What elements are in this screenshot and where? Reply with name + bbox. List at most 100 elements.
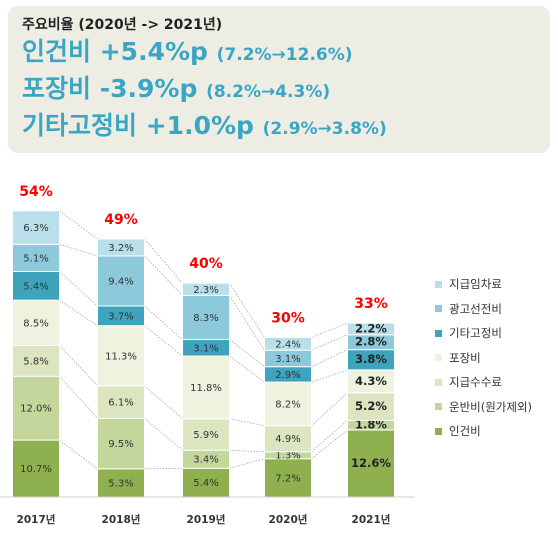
segment-label: 9.5% — [108, 439, 133, 450]
bar-segment — [264, 336, 312, 351]
segment-label: 3.7% — [108, 311, 133, 322]
legend-swatch — [435, 305, 442, 313]
summary-detail: (8.2%→4.3%) — [206, 82, 331, 102]
legend-swatch — [435, 403, 442, 411]
legend-item: 기타고정비 — [435, 321, 532, 346]
segment-label: 6.3% — [23, 223, 48, 234]
segment-label: 3.2% — [108, 243, 133, 254]
summary-label: 포장비 — [22, 74, 92, 103]
bar-segment — [182, 294, 230, 341]
legend-item: 지급수수료 — [435, 370, 532, 395]
legend-item: 지급임차료 — [435, 272, 532, 297]
connector-line — [229, 282, 265, 338]
connector-line — [59, 271, 98, 307]
bar-segment — [12, 243, 60, 272]
bar-segment — [264, 425, 312, 453]
connector-line — [144, 238, 183, 284]
legend-swatch — [435, 354, 442, 362]
total-label: 40% — [189, 256, 223, 272]
bar-segment — [182, 282, 230, 296]
summary-heading: 주요비율 (2020년 -> 2021년) — [22, 17, 223, 33]
bar-segment — [12, 344, 60, 377]
segment-label: 5.8% — [23, 356, 48, 367]
segment-label: 3.1% — [275, 354, 300, 365]
connector-line — [59, 210, 98, 240]
summary-line-packaging: 포장비 -3.9%p (8.2%→4.3%) — [22, 72, 550, 109]
summary-detail: (2.9%→3.8%) — [262, 119, 387, 139]
x-tick-label: 2019년 — [187, 513, 226, 526]
segment-label: 1.3% — [275, 451, 300, 462]
connector-line — [59, 299, 98, 326]
bar-segment — [97, 417, 145, 470]
segment-label: 8.5% — [23, 318, 48, 329]
legend-swatch — [435, 329, 442, 337]
summary-line-labor: 인건비 +5.4%p (7.2%→12.6%) — [22, 35, 550, 72]
connector-line — [229, 339, 265, 367]
summary-change: -3.9%p — [99, 74, 198, 103]
legend-label: 기타고정비 — [449, 326, 502, 341]
bar-segment — [182, 355, 230, 420]
bar-segment — [12, 210, 60, 245]
total-label: 33% — [354, 296, 388, 312]
connector-line — [229, 355, 265, 383]
summary-label: 기타고정비 — [22, 111, 138, 140]
connector-line — [229, 418, 265, 427]
x-tick-label: 2020년 — [269, 513, 308, 526]
legend-item: 포장비 — [435, 346, 532, 371]
bar-segment — [264, 381, 312, 427]
legend-label: 지급임차료 — [449, 277, 502, 292]
bar-segment — [12, 375, 60, 441]
segment-label: 6.1% — [108, 398, 133, 409]
segment-label: 8.3% — [193, 313, 218, 324]
connector-line — [229, 458, 265, 469]
segment-label: 11.8% — [190, 383, 222, 394]
segment-label: 2.9% — [275, 370, 300, 381]
connector-line — [144, 325, 183, 357]
segment-label: 11.3% — [105, 351, 137, 362]
legend-label: 지급수수료 — [449, 375, 502, 390]
bar-segment — [347, 429, 395, 498]
legend-item: 운반비(원가제외) — [435, 395, 532, 420]
legend-item: 인건비 — [435, 419, 532, 444]
x-tick-label: 2021년 — [352, 513, 391, 526]
legend-label: 인건비 — [449, 424, 481, 439]
bar-segment — [97, 238, 145, 257]
bar-segment — [97, 385, 145, 419]
segment-label: 2.4% — [275, 339, 300, 350]
connector-line — [59, 243, 98, 257]
summary-change: +5.4%p — [99, 37, 208, 66]
connector-line — [144, 417, 183, 451]
connector-line — [59, 439, 98, 470]
bar-segment — [182, 418, 230, 451]
connector-line — [311, 322, 348, 338]
legend-label: 광고선전비 — [449, 301, 502, 316]
connector-line — [229, 449, 265, 453]
segment-label: 9.4% — [108, 277, 133, 288]
connector-line — [59, 345, 98, 387]
segment-label: 3.4% — [193, 455, 218, 466]
connector-line — [144, 305, 183, 340]
bar-segment — [347, 322, 395, 336]
summary-detail: (7.2%→12.6%) — [216, 45, 353, 65]
summary-change: +1.0%p — [145, 111, 254, 140]
segment-label: 2.8% — [355, 335, 387, 349]
bar-segment — [97, 325, 145, 387]
segment-label: 12.0% — [20, 404, 52, 415]
segment-label: 4.9% — [275, 434, 300, 445]
bar-segment — [97, 255, 145, 307]
bar-segment — [264, 458, 312, 498]
legend-label: 운반비(원가제외) — [449, 399, 533, 414]
legend-swatch — [435, 280, 442, 288]
connector-line — [144, 467, 183, 470]
segment-label: 3.8% — [355, 352, 387, 366]
summary-box: 주요비율 (2020년 -> 2021년) 인건비 +5.4%p (7.2%→1… — [8, 6, 550, 153]
legend-item: 광고선전비 — [435, 297, 532, 322]
connector-line — [229, 295, 265, 351]
segment-label: 12.6% — [351, 456, 391, 470]
segment-label: 3.1% — [193, 343, 218, 354]
bar-segment — [12, 270, 60, 301]
summary-line-fixed: 기타고정비 +1.0%p (2.9%→3.8%) — [22, 109, 550, 146]
connector-line — [144, 255, 183, 296]
segment-label: 5.2% — [355, 399, 387, 413]
